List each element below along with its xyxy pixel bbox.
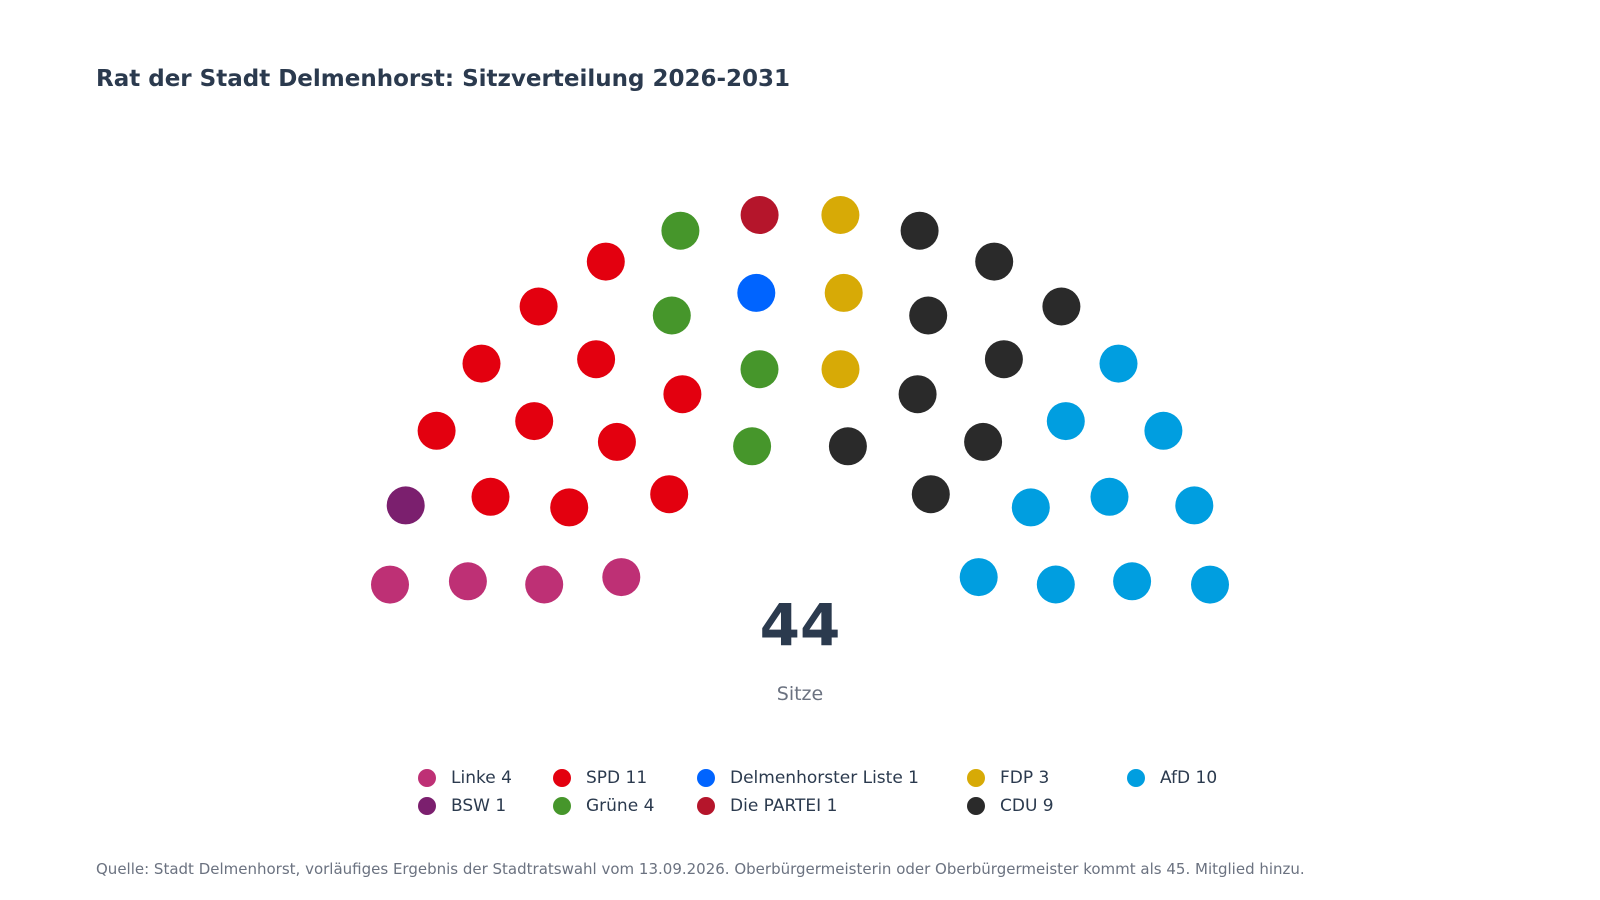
seat-grüne: [661, 211, 700, 250]
seat-afd: [1175, 486, 1214, 525]
seat-afd: [1113, 562, 1152, 601]
legend-label: BSW 1: [451, 796, 507, 816]
total-seats-number: 44: [760, 591, 841, 659]
legend-item: Delmenhorster Liste 1: [697, 768, 967, 788]
seat-cdu: [975, 242, 1014, 281]
seat-afd: [1191, 565, 1229, 604]
seat-delmenhorster-liste: [737, 273, 776, 312]
seat-linke: [448, 562, 487, 601]
seat-afd: [1090, 477, 1129, 516]
seat-spd: [586, 242, 625, 281]
seat-die-partei: [740, 196, 779, 234]
legend-label: Grüne 4: [586, 796, 655, 816]
seat-grüne: [652, 296, 691, 335]
seat-afd: [1144, 411, 1183, 450]
legend-swatch: [1127, 769, 1145, 787]
seat-spd: [417, 411, 456, 450]
seat-spd: [550, 488, 589, 527]
legend: Linke 4 SPD 11 Delmenhorster Liste 1 FDP 3 A…: [418, 768, 1247, 816]
seat-afd: [959, 558, 998, 597]
legend-item: Linke 4: [418, 768, 553, 788]
seat-fdp: [821, 350, 860, 389]
legend-item: FDP 3: [967, 768, 1127, 788]
legend-swatch: [418, 769, 436, 787]
legend-swatch: [418, 797, 436, 815]
legend-item: SPD 11: [553, 768, 697, 788]
seat-linke: [525, 565, 564, 604]
legend-label: SPD 11: [586, 768, 648, 788]
seat-linke: [602, 558, 641, 597]
seat-cdu: [984, 340, 1023, 379]
seat-afd: [1011, 488, 1050, 527]
seat-cdu: [909, 296, 948, 335]
seat-spd: [519, 287, 558, 326]
seat-spd: [650, 475, 689, 514]
chart-title: Rat der Stadt Delmenhorst: Sitzverteilun…: [96, 66, 791, 92]
legend-item: Die PARTEI 1: [697, 796, 967, 816]
legend-swatch: [697, 797, 715, 815]
legend-swatch: [697, 769, 715, 787]
legend-swatch: [967, 769, 985, 787]
seat-spd: [597, 422, 636, 461]
seats-group: [371, 196, 1229, 604]
legend-item: Grüne 4: [553, 796, 697, 816]
seat-spd: [471, 477, 510, 516]
seat-cdu: [898, 375, 937, 414]
total-seats-label: Sitze: [777, 683, 823, 705]
seat-spd: [462, 344, 501, 383]
seat-fdp: [824, 273, 863, 312]
legend-swatch: [553, 797, 571, 815]
legend-swatch: [967, 797, 985, 815]
seat-grüne: [740, 350, 779, 389]
legend-label: Die PARTEI 1: [730, 796, 838, 816]
legend-label: Linke 4: [451, 768, 512, 788]
seat-spd: [577, 340, 616, 379]
seat-spd: [515, 402, 554, 441]
legend-item: CDU 9: [967, 796, 1127, 816]
seat-spd: [663, 375, 702, 414]
source-note: Quelle: Stadt Delmenhorst, vorläufiges E…: [96, 860, 1305, 878]
legend-label: FDP 3: [1000, 768, 1050, 788]
seat-cdu: [964, 422, 1003, 461]
legend-label: CDU 9: [1000, 796, 1054, 816]
seat-fdp: [821, 196, 860, 234]
legend-item: AfD 10: [1127, 768, 1247, 788]
legend-label: AfD 10: [1160, 768, 1218, 788]
legend-swatch: [553, 769, 571, 787]
seat-cdu: [1042, 287, 1081, 326]
seat-cdu: [828, 427, 867, 466]
seat-cdu: [900, 211, 939, 250]
legend-item: BSW 1: [418, 796, 553, 816]
seat-afd: [1046, 402, 1085, 441]
seat-grüne: [733, 427, 772, 466]
seat-afd: [1099, 344, 1138, 383]
seat-bsw: [386, 486, 425, 525]
seat-cdu: [911, 475, 950, 514]
seat-linke: [371, 565, 409, 604]
seat-afd: [1036, 565, 1075, 604]
legend-label: Delmenhorster Liste 1: [730, 768, 920, 788]
